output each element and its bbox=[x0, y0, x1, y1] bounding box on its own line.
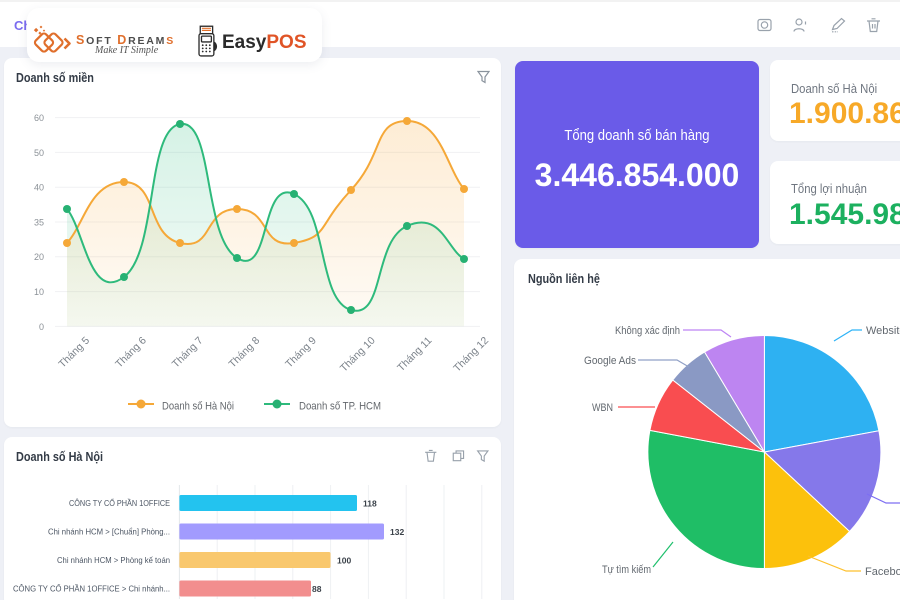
svg-text:Không xác định: Không xác định bbox=[615, 325, 680, 337]
svg-text:40: 40 bbox=[34, 183, 44, 193]
svg-text:Chi nhánh HCM > Phòng kế toán: Chi nhánh HCM > Phòng kế toán bbox=[57, 555, 170, 565]
svg-text:Tháng 10: Tháng 10 bbox=[338, 335, 378, 375]
svg-text:CÔNG TY CỔ PHẦN 1OFFICE: CÔNG TY CỔ PHẦN 1OFFICE bbox=[69, 497, 170, 508]
svg-text:Google Ads: Google Ads bbox=[584, 355, 636, 367]
svg-text:Tháng 5: Tháng 5 bbox=[56, 335, 92, 371]
svg-text:Tháng 7: Tháng 7 bbox=[170, 335, 206, 371]
svg-text:Chi nhánh HCM > [Chuẩn] Phòng.: Chi nhánh HCM > [Chuẩn] Phòng... bbox=[48, 527, 170, 537]
svg-text:35: 35 bbox=[34, 217, 44, 227]
svg-text:100: 100 bbox=[337, 556, 351, 566]
svg-text:Tháng 11: Tháng 11 bbox=[395, 335, 434, 374]
svg-text:60: 60 bbox=[34, 113, 44, 123]
svg-text:Tháng 12: Tháng 12 bbox=[451, 335, 491, 375]
svg-text:Tự tìm kiếm: Tự tìm kiếm bbox=[602, 564, 651, 576]
svg-text:CÔNG TY CỔ PHẦN 1OFFICE > Chi: CÔNG TY CỔ PHẦN 1OFFICE > Chi nhánh... bbox=[13, 583, 170, 594]
svg-text:Doanh số Hà Nội: Doanh số Hà Nội bbox=[162, 401, 234, 413]
svg-text:Facebook: Facebook bbox=[865, 566, 900, 578]
svg-text:Doanh số TP. HCM: Doanh số TP. HCM bbox=[299, 401, 381, 413]
svg-text:20: 20 bbox=[34, 252, 44, 262]
svg-text:118: 118 bbox=[363, 499, 377, 509]
svg-text:0: 0 bbox=[39, 322, 44, 332]
svg-text:50: 50 bbox=[34, 148, 44, 158]
svg-text:WBN: WBN bbox=[592, 402, 613, 414]
svg-text:88: 88 bbox=[312, 584, 322, 594]
svg-text:132: 132 bbox=[390, 527, 404, 537]
svg-text:10: 10 bbox=[34, 287, 44, 297]
svg-text:Tháng 6: Tháng 6 bbox=[113, 335, 149, 371]
svg-text:Tháng 8: Tháng 8 bbox=[226, 335, 262, 371]
svg-text:Tháng 9: Tháng 9 bbox=[283, 335, 319, 371]
svg-text:Website: Website bbox=[866, 325, 900, 337]
